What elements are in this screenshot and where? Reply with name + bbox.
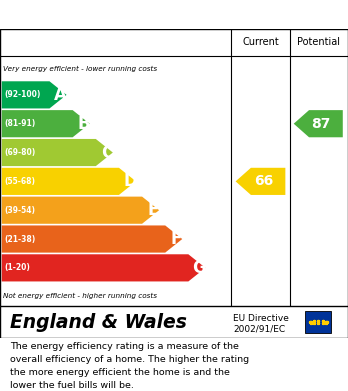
Text: (39-54): (39-54) <box>4 206 35 215</box>
Polygon shape <box>2 168 136 195</box>
Polygon shape <box>2 197 159 224</box>
Text: Energy Efficiency Rating: Energy Efficiency Rating <box>63 7 285 22</box>
Text: Not energy efficient - higher running costs: Not energy efficient - higher running co… <box>3 292 158 299</box>
Text: (69-80): (69-80) <box>4 148 35 157</box>
Polygon shape <box>236 168 285 195</box>
Text: (1-20): (1-20) <box>4 264 30 273</box>
Polygon shape <box>294 110 343 137</box>
Text: England & Wales: England & Wales <box>10 313 187 332</box>
Text: 2002/91/EC: 2002/91/EC <box>233 325 285 334</box>
Text: The energy efficiency rating is a measure of the
overall efficiency of a home. T: The energy efficiency rating is a measur… <box>10 343 250 390</box>
Polygon shape <box>2 254 205 282</box>
Text: D: D <box>123 172 137 190</box>
Text: B: B <box>77 115 90 133</box>
Polygon shape <box>2 226 182 253</box>
Polygon shape <box>2 81 66 108</box>
Text: Very energy efficient - lower running costs: Very energy efficient - lower running co… <box>3 66 158 72</box>
Text: G: G <box>192 259 206 277</box>
Polygon shape <box>2 139 113 166</box>
Text: (21-38): (21-38) <box>4 235 35 244</box>
Text: Current: Current <box>242 38 279 47</box>
Text: (81-91): (81-91) <box>4 119 35 128</box>
Text: Potential: Potential <box>297 38 340 47</box>
Text: 87: 87 <box>311 117 331 131</box>
Text: (92-100): (92-100) <box>4 90 41 99</box>
Text: F: F <box>171 230 182 248</box>
Text: E: E <box>148 201 159 219</box>
Polygon shape <box>2 110 90 137</box>
Text: (55-68): (55-68) <box>4 177 35 186</box>
Text: 66: 66 <box>254 174 273 188</box>
FancyBboxPatch shape <box>306 311 331 334</box>
Text: A: A <box>54 86 67 104</box>
Text: C: C <box>101 143 113 161</box>
Text: EU Directive: EU Directive <box>233 314 289 323</box>
